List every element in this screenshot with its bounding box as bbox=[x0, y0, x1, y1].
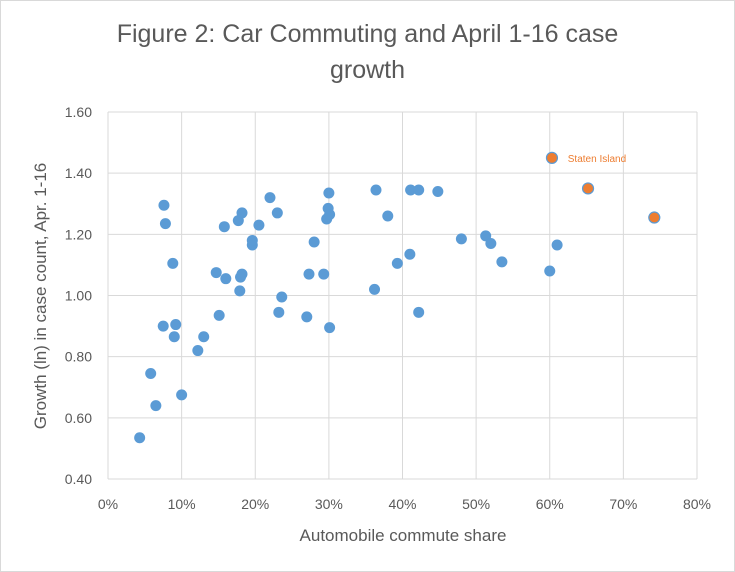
data-point bbox=[485, 238, 497, 250]
data-point bbox=[264, 192, 276, 204]
data-point bbox=[324, 322, 336, 334]
y-tick-label: 0.40 bbox=[65, 471, 92, 487]
data-point bbox=[134, 432, 146, 444]
data-point bbox=[413, 184, 425, 196]
data-point bbox=[218, 221, 230, 233]
data-point bbox=[405, 184, 417, 196]
x-tick-label: 10% bbox=[168, 496, 196, 512]
data-point bbox=[213, 309, 225, 321]
data-point bbox=[404, 248, 416, 260]
data-point bbox=[496, 256, 508, 268]
y-tick-label: 0.60 bbox=[65, 410, 92, 426]
data-point-highlight bbox=[581, 182, 595, 195]
data-point-highlight bbox=[545, 151, 559, 164]
data-point bbox=[324, 208, 336, 220]
data-point bbox=[455, 233, 467, 245]
data-point bbox=[273, 306, 285, 318]
data-point bbox=[168, 331, 180, 343]
data-point bbox=[308, 236, 320, 248]
x-tick-label: 30% bbox=[315, 496, 343, 512]
x-tick-label: 70% bbox=[609, 496, 637, 512]
data-point bbox=[271, 207, 283, 219]
y-tick-label: 1.40 bbox=[65, 165, 92, 181]
data-point bbox=[220, 273, 232, 285]
data-point bbox=[145, 367, 157, 379]
x-tick-label: 20% bbox=[241, 496, 269, 512]
x-axis-label: Automobile commute share bbox=[300, 526, 507, 545]
x-tick-label: 40% bbox=[388, 496, 416, 512]
chart-title-line-1: Figure 2: Car Commuting and April 1-16 c… bbox=[116, 20, 619, 48]
data-point bbox=[157, 320, 169, 332]
data-point bbox=[159, 218, 171, 230]
x-tick-label: 80% bbox=[683, 496, 711, 512]
data-point bbox=[198, 331, 210, 343]
data-point bbox=[246, 234, 258, 246]
data-point bbox=[158, 199, 170, 211]
data-point bbox=[234, 285, 246, 297]
data-point bbox=[432, 186, 444, 198]
data-point bbox=[176, 389, 188, 401]
gridlines bbox=[107, 111, 698, 480]
data-point bbox=[167, 257, 179, 269]
data-point bbox=[192, 345, 204, 357]
data-point bbox=[551, 239, 563, 251]
annotation-staten-island: Staten Island bbox=[568, 154, 626, 165]
y-tick-label: 1.00 bbox=[65, 288, 92, 304]
data-point bbox=[276, 291, 288, 303]
data-point bbox=[370, 184, 382, 196]
data-points bbox=[134, 151, 661, 444]
x-tick-label: 60% bbox=[536, 496, 564, 512]
data-point-highlight bbox=[648, 211, 661, 224]
data-point bbox=[391, 257, 403, 269]
x-tick-label: 50% bbox=[462, 496, 490, 512]
data-point bbox=[253, 219, 265, 231]
y-tick-label: 1.20 bbox=[65, 226, 92, 242]
data-point bbox=[301, 311, 313, 323]
data-point bbox=[303, 268, 315, 280]
data-point bbox=[236, 268, 248, 280]
chart-title-line-2: growth bbox=[329, 56, 406, 84]
data-point bbox=[150, 400, 162, 412]
data-point bbox=[382, 210, 394, 222]
data-point bbox=[323, 187, 335, 199]
data-point bbox=[369, 283, 381, 295]
data-point bbox=[413, 306, 425, 318]
data-point bbox=[210, 267, 222, 279]
y-tick-label: 0.80 bbox=[65, 349, 92, 365]
data-point bbox=[318, 268, 330, 280]
data-point bbox=[236, 207, 248, 219]
y-tick-labels: 0.40 0.60 0.80 1.00 1.20 1.40 1.60 bbox=[65, 104, 92, 487]
x-tick-label: 0% bbox=[98, 496, 118, 512]
data-point bbox=[544, 265, 556, 277]
y-axis-label: Growth (ln) in case count, Apr. 1-16 bbox=[31, 163, 50, 429]
y-tick-label: 1.60 bbox=[65, 104, 92, 120]
x-tick-labels: 0% 10% 20% 30% 40% 50% 60% 70% 80% bbox=[98, 496, 711, 512]
data-point bbox=[170, 319, 182, 331]
